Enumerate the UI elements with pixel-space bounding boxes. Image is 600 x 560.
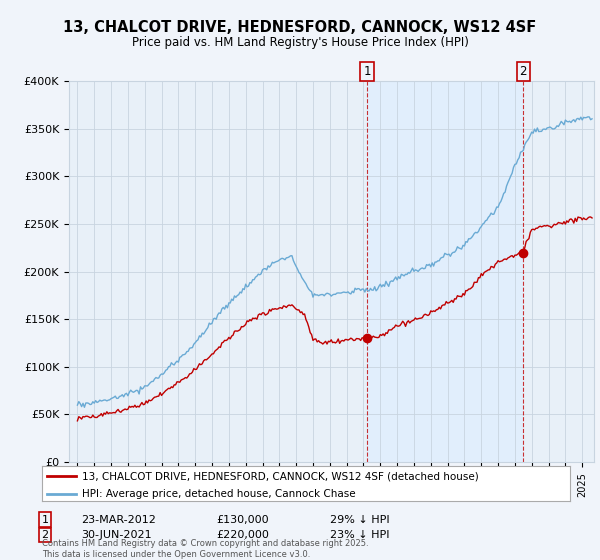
Text: 23-MAR-2012: 23-MAR-2012	[81, 515, 156, 525]
Text: 1: 1	[41, 515, 49, 525]
Text: 30-JUN-2021: 30-JUN-2021	[81, 530, 152, 540]
Text: 1: 1	[364, 66, 371, 78]
Text: 2: 2	[41, 530, 49, 540]
Text: Contains HM Land Registry data © Crown copyright and database right 2025.
This d: Contains HM Land Registry data © Crown c…	[42, 539, 368, 559]
Text: £220,000: £220,000	[216, 530, 269, 540]
Text: £130,000: £130,000	[216, 515, 269, 525]
Text: 13, CHALCOT DRIVE, HEDNESFORD, CANNOCK, WS12 4SF: 13, CHALCOT DRIVE, HEDNESFORD, CANNOCK, …	[64, 20, 536, 35]
Text: HPI: Average price, detached house, Cannock Chase: HPI: Average price, detached house, Cann…	[82, 488, 355, 498]
Text: 13, CHALCOT DRIVE, HEDNESFORD, CANNOCK, WS12 4SF (detached house): 13, CHALCOT DRIVE, HEDNESFORD, CANNOCK, …	[82, 471, 478, 481]
Text: Price paid vs. HM Land Registry's House Price Index (HPI): Price paid vs. HM Land Registry's House …	[131, 36, 469, 49]
Text: 29% ↓ HPI: 29% ↓ HPI	[330, 515, 389, 525]
Bar	[367, 81, 523, 462]
Text: 23% ↓ HPI: 23% ↓ HPI	[330, 530, 389, 540]
Text: 2: 2	[520, 66, 527, 78]
